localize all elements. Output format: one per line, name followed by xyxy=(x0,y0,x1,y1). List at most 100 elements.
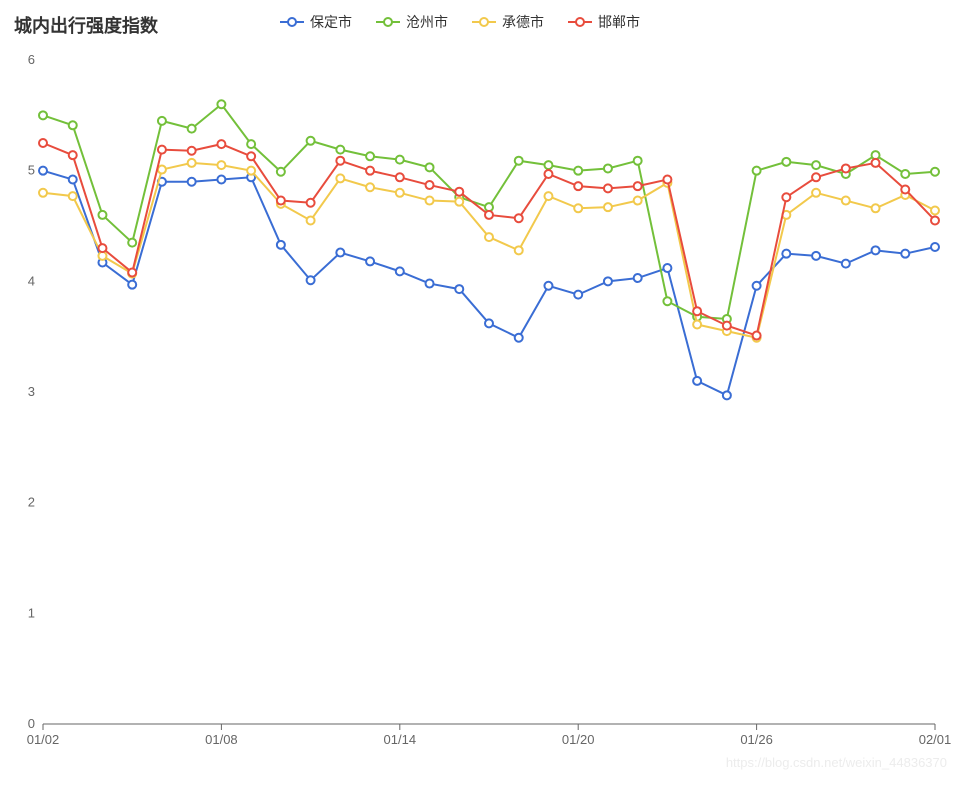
series-point[interactable] xyxy=(663,176,671,184)
series-line[interactable] xyxy=(43,163,935,338)
series-point[interactable] xyxy=(753,282,761,290)
series-point[interactable] xyxy=(158,146,166,154)
series-point[interactable] xyxy=(426,280,434,288)
series-point[interactable] xyxy=(693,307,701,315)
series-point[interactable] xyxy=(396,189,404,197)
series-point[interactable] xyxy=(455,188,463,196)
series-point[interactable] xyxy=(217,161,225,169)
series-point[interactable] xyxy=(693,320,701,328)
series-point[interactable] xyxy=(604,164,612,172)
series-point[interactable] xyxy=(901,250,909,258)
series-point[interactable] xyxy=(277,241,285,249)
series-point[interactable] xyxy=(515,157,523,165)
series-point[interactable] xyxy=(128,239,136,247)
series-point[interactable] xyxy=(307,199,315,207)
series-point[interactable] xyxy=(455,285,463,293)
series-point[interactable] xyxy=(544,161,552,169)
series-point[interactable] xyxy=(753,167,761,175)
series-point[interactable] xyxy=(396,156,404,164)
series-point[interactable] xyxy=(872,246,880,254)
legend-item-baoding[interactable]: 保定市 xyxy=(280,12,352,32)
series-point[interactable] xyxy=(782,250,790,258)
legend-item-handan[interactable]: 邯郸市 xyxy=(568,12,640,32)
series-point[interactable] xyxy=(307,216,315,224)
series-point[interactable] xyxy=(634,197,642,205)
series-point[interactable] xyxy=(69,121,77,129)
series-point[interactable] xyxy=(812,252,820,260)
series-point[interactable] xyxy=(574,204,582,212)
series-point[interactable] xyxy=(693,377,701,385)
series-point[interactable] xyxy=(396,267,404,275)
series-point[interactable] xyxy=(39,139,47,147)
series-point[interactable] xyxy=(931,216,939,224)
series-point[interactable] xyxy=(663,264,671,272)
series-point[interactable] xyxy=(485,319,493,327)
series-point[interactable] xyxy=(931,168,939,176)
series-point[interactable] xyxy=(604,184,612,192)
series-point[interactable] xyxy=(366,183,374,191)
series-point[interactable] xyxy=(336,146,344,154)
series-point[interactable] xyxy=(901,185,909,193)
series-point[interactable] xyxy=(842,197,850,205)
series-point[interactable] xyxy=(634,274,642,282)
series-point[interactable] xyxy=(217,100,225,108)
series-point[interactable] xyxy=(426,181,434,189)
series-point[interactable] xyxy=(544,192,552,200)
series-point[interactable] xyxy=(98,211,106,219)
series-point[interactable] xyxy=(69,176,77,184)
series-point[interactable] xyxy=(98,244,106,252)
series-point[interactable] xyxy=(247,140,255,148)
series-point[interactable] xyxy=(931,207,939,215)
series-point[interactable] xyxy=(574,182,582,190)
series-point[interactable] xyxy=(366,152,374,160)
series-point[interactable] xyxy=(426,197,434,205)
series-point[interactable] xyxy=(544,170,552,178)
series-point[interactable] xyxy=(247,152,255,160)
series-point[interactable] xyxy=(188,147,196,155)
series-point[interactable] xyxy=(128,268,136,276)
series-point[interactable] xyxy=(217,140,225,148)
series-point[interactable] xyxy=(217,176,225,184)
series-point[interactable] xyxy=(307,276,315,284)
series-point[interactable] xyxy=(247,167,255,175)
series-point[interactable] xyxy=(277,197,285,205)
series-point[interactable] xyxy=(366,257,374,265)
series-point[interactable] xyxy=(634,182,642,190)
series-point[interactable] xyxy=(128,281,136,289)
series-point[interactable] xyxy=(634,157,642,165)
series-point[interactable] xyxy=(604,203,612,211)
series-point[interactable] xyxy=(812,161,820,169)
series-point[interactable] xyxy=(842,164,850,172)
series-point[interactable] xyxy=(307,137,315,145)
series-point[interactable] xyxy=(188,178,196,186)
series-point[interactable] xyxy=(872,204,880,212)
series-point[interactable] xyxy=(485,211,493,219)
series-point[interactable] xyxy=(455,198,463,206)
series-point[interactable] xyxy=(336,249,344,257)
series-point[interactable] xyxy=(39,189,47,197)
series-point[interactable] xyxy=(396,173,404,181)
series-point[interactable] xyxy=(723,391,731,399)
series-point[interactable] xyxy=(574,291,582,299)
series-point[interactable] xyxy=(336,174,344,182)
series-point[interactable] xyxy=(158,117,166,125)
series-point[interactable] xyxy=(663,297,671,305)
series-point[interactable] xyxy=(782,158,790,166)
series-point[interactable] xyxy=(426,163,434,171)
series-point[interactable] xyxy=(842,260,850,268)
series-point[interactable] xyxy=(901,170,909,178)
series-point[interactable] xyxy=(812,189,820,197)
series-point[interactable] xyxy=(812,173,820,181)
series-point[interactable] xyxy=(188,159,196,167)
series-point[interactable] xyxy=(336,157,344,165)
legend-item-cangzhou[interactable]: 沧州市 xyxy=(376,12,448,32)
series-point[interactable] xyxy=(515,246,523,254)
series-point[interactable] xyxy=(39,167,47,175)
series-point[interactable] xyxy=(723,322,731,330)
series-point[interactable] xyxy=(604,277,612,285)
series-point[interactable] xyxy=(515,214,523,222)
series-point[interactable] xyxy=(515,334,523,342)
series-point[interactable] xyxy=(158,166,166,174)
series-point[interactable] xyxy=(753,332,761,340)
series-point[interactable] xyxy=(277,168,285,176)
